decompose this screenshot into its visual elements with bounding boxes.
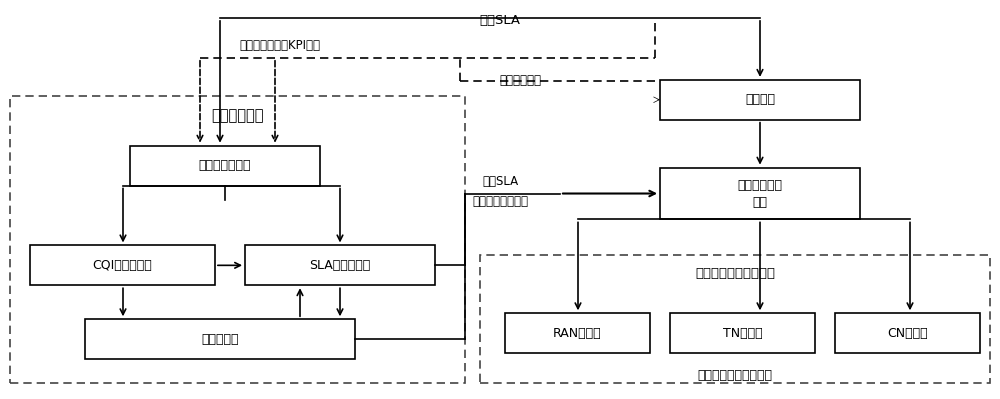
- Text: CQI预测子模块: CQI预测子模块: [93, 259, 152, 272]
- Text: 终端设备: 终端设备: [745, 93, 775, 106]
- FancyBboxPatch shape: [30, 245, 215, 285]
- FancyBboxPatch shape: [660, 80, 860, 120]
- Text: 缓存子模块: 缓存子模块: [201, 333, 239, 346]
- Text: TN子切片: TN子切片: [723, 327, 762, 340]
- Text: 用户反馈信息: 用户反馈信息: [499, 74, 541, 87]
- FancyBboxPatch shape: [835, 313, 980, 353]
- FancyBboxPatch shape: [130, 146, 320, 186]
- Text: RAN子切片: RAN子切片: [553, 327, 602, 340]
- Text: 数据获取子模块: 数据获取子模块: [199, 159, 251, 172]
- FancyBboxPatch shape: [85, 319, 355, 359]
- Text: 切片SLA: 切片SLA: [480, 14, 520, 27]
- FancyBboxPatch shape: [245, 245, 435, 285]
- FancyBboxPatch shape: [660, 168, 860, 219]
- Text: 切片SLA: 切片SLA: [482, 175, 518, 188]
- Text: 网络切片子网管理模块: 网络切片子网管理模块: [698, 369, 772, 381]
- FancyBboxPatch shape: [480, 255, 990, 383]
- Text: SLA分析子模块: SLA分析子模块: [309, 259, 371, 272]
- Text: 网络切片子网管理模块: 网络切片子网管理模块: [695, 267, 775, 280]
- Text: 网络切片管理
模块: 网络切片管理 模块: [738, 178, 782, 209]
- FancyBboxPatch shape: [10, 96, 465, 383]
- FancyBboxPatch shape: [670, 313, 815, 353]
- Text: 人工智能模块: 人工智能模块: [211, 108, 264, 123]
- Text: 切片流量数据、KPI数据: 切片流量数据、KPI数据: [240, 40, 320, 52]
- Text: CN子切片: CN子切片: [887, 327, 928, 340]
- FancyBboxPatch shape: [505, 313, 650, 353]
- Text: 切片资源配置方案: 切片资源配置方案: [472, 195, 528, 208]
